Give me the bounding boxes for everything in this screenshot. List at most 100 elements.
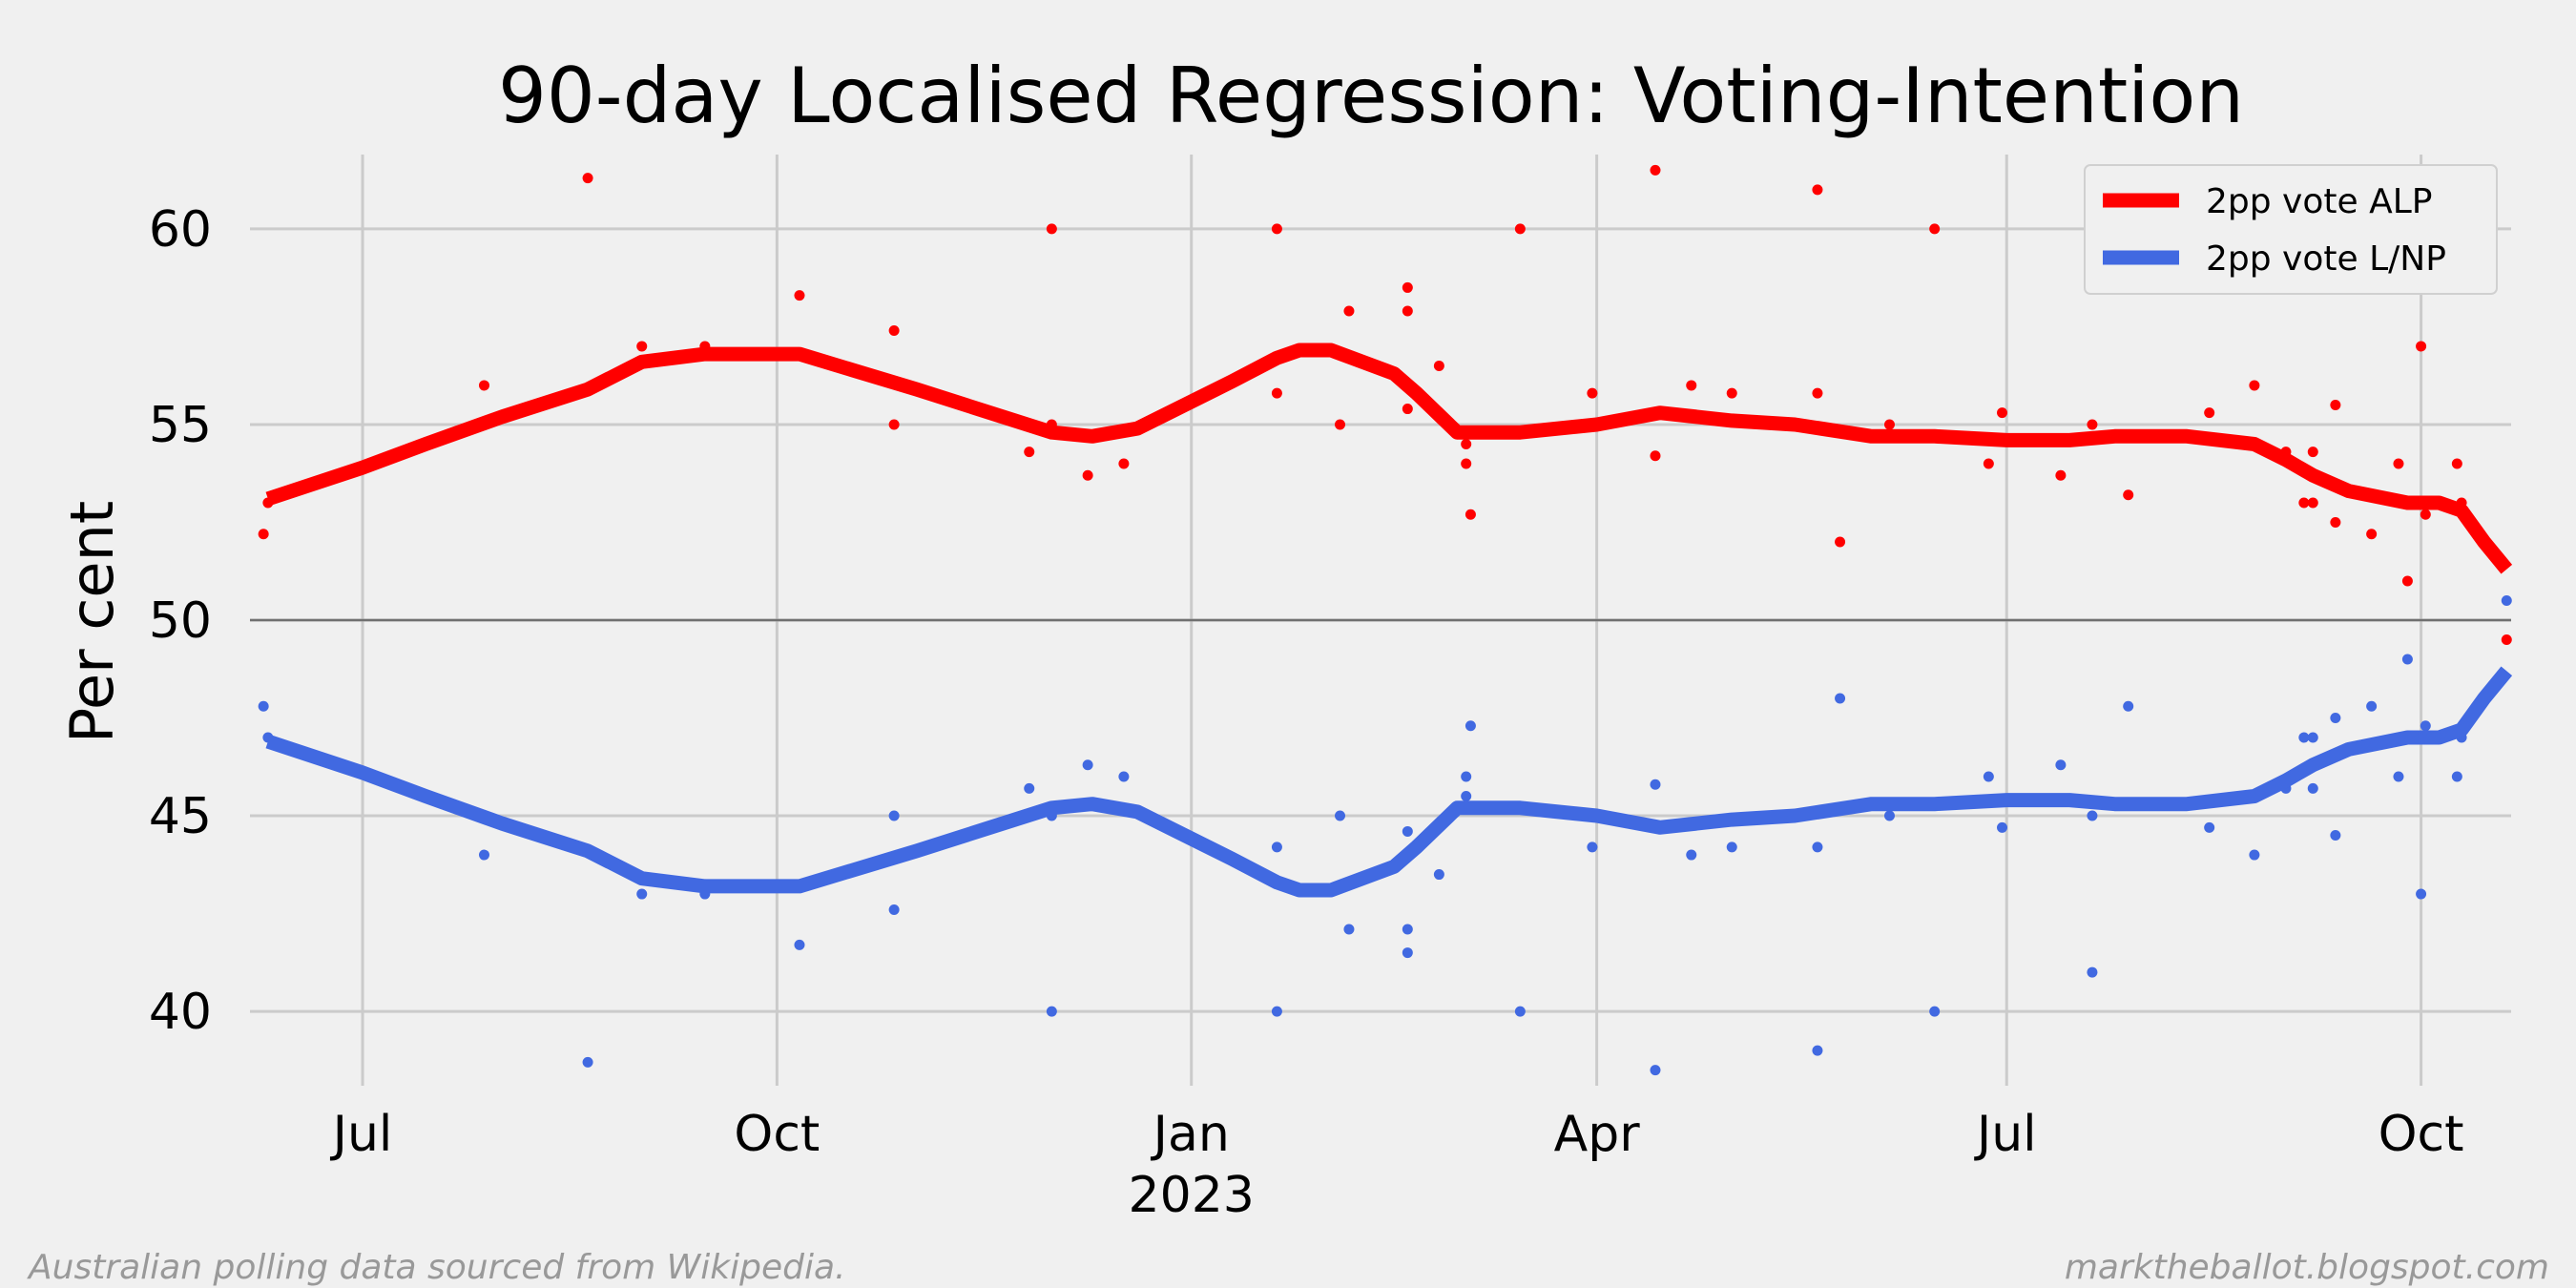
lnp-poll-point [1082,759,1093,771]
footer-source-note: Australian polling data sourced from Wik… [27,1248,845,1287]
lnp-poll-point [1335,810,1346,821]
x-tick-label: Jul [1974,1106,2037,1163]
lnp-poll-point [2451,771,2462,782]
y-tick-label: 60 [149,201,212,259]
y-tick-label: 55 [149,397,212,454]
lnp-poll-point [1118,771,1130,782]
alp-poll-point [2087,419,2098,430]
lnp-poll-point [2416,888,2427,900]
lnp-poll-point [1983,771,1994,782]
lnp-poll-point [1929,1006,1941,1017]
lnp-poll-point [2087,966,2098,978]
alp-poll-point [2307,447,2318,458]
alp-poll-point [582,173,593,184]
alp-poll-point [1343,305,1355,317]
footer-site-credit: marktheballot.blogspot.com [2065,1248,2549,1287]
alp-poll-point [1465,509,1476,520]
y-tick-label: 45 [149,788,212,845]
alp-poll-point [1514,223,1526,235]
poll-points [258,164,2512,1076]
alp-regression-line [265,343,2513,574]
alp-poll-point [2330,399,2341,410]
y-tick-label: 40 [149,984,212,1041]
alp-poll-point [2298,497,2310,509]
lnp-poll-point [1271,841,1282,853]
lnp-poll-point [794,939,805,950]
alp-poll-point [2420,509,2431,520]
x-tick-label: Jul [330,1106,393,1163]
alp-poll-point [2123,489,2134,501]
alp-poll-point [1402,305,1413,317]
alp-poll-point [2501,634,2512,646]
x-tick-label: Oct [734,1106,820,1163]
lnp-poll-point [1883,810,1895,821]
alp-poll-point [2416,341,2427,352]
lnp-poll-point [1650,1065,1661,1076]
alp-poll-point [888,419,900,430]
lnp-poll-point [1402,825,1413,837]
alp-poll-point [1587,387,1598,399]
alp-poll-point [1650,450,1661,462]
alp-poll-point [888,325,900,337]
legend-label-alp: 2pp vote ALP [2206,182,2432,221]
lnp-poll-point [888,904,900,915]
alp-poll-point [1402,404,1413,415]
lnp-poll-point [2307,782,2318,794]
alp-poll-point [1650,164,1661,176]
alp-poll-point [1046,223,1057,235]
lnp-poll-point [1402,947,1413,959]
lnp-poll-point [2366,700,2378,712]
legend: 2pp vote ALP 2pp vote L/NP [2084,164,2498,295]
alp-poll-point [2401,575,2413,587]
alp-poll-point [1461,458,1472,469]
lnp-poll-point [1650,779,1661,790]
alp-poll-point [1402,281,1413,293]
lnp-poll-point [1465,720,1476,732]
alp-poll-point [2393,458,2404,469]
lnp-poll-point [2330,830,2341,841]
lnp-poll-point [1461,791,1472,802]
x-tick-year-label: 2023 [1129,1167,1255,1224]
alp-poll-point [1271,387,1282,399]
lnp-poll-point [1461,771,1472,782]
lnp-poll-point [2123,700,2134,712]
lnp-poll-point [1271,1006,1282,1017]
lnp-poll-point [582,1056,593,1068]
lnp-poll-point [2307,732,2318,743]
alp-poll-point [2366,529,2378,540]
lnp-poll-point [636,888,648,900]
lnp-poll-point [2393,771,2404,782]
alp-poll-point [1461,438,1472,449]
legend-box [2084,164,2498,295]
lnp-poll-point [1402,924,1413,935]
lnp-poll-point [888,810,900,821]
x-tick-label: Apr [1554,1106,1641,1163]
lnp-poll-point [1433,869,1444,881]
lnp-poll-point [1726,841,1737,853]
alp-poll-point [794,290,805,301]
lnp-poll-point [2249,849,2260,861]
alp-poll-point [1883,419,1895,430]
lnp-poll-point [478,849,489,861]
alp-poll-point [1686,380,1697,391]
lnp-poll-point [2330,713,2341,724]
lnp-poll-point [1046,1006,1057,1017]
alp-poll-point [258,529,269,540]
lnp-poll-point [1024,782,1035,794]
x-tick-label: Jan [1151,1106,1230,1163]
regression-lines [265,343,2513,898]
alp-poll-point [1997,407,2008,419]
lnp-poll-point [1343,924,1355,935]
alp-poll-point [1726,387,1737,399]
lnp-poll-point [1686,849,1697,861]
lnp-poll-point [1514,1006,1526,1017]
alp-poll-point [2055,469,2067,481]
alp-poll-point [2307,497,2318,509]
lnp-poll-point [258,700,269,712]
lnp-poll-point [1812,1045,1823,1056]
alp-poll-point [2451,458,2462,469]
lnp-poll-point [1812,841,1823,853]
lnp-poll-point [2204,821,2215,833]
